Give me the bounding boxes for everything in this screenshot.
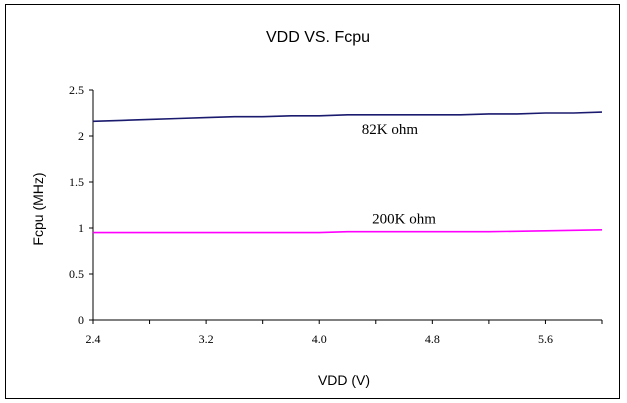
x-tick-label: 4.0 xyxy=(312,332,327,346)
y-tick-label: 0 xyxy=(78,313,84,327)
series-label-1: 82K ohm xyxy=(362,122,419,138)
y-tick-label: 1 xyxy=(78,221,84,235)
x-tick-label: 3.2 xyxy=(199,332,214,346)
chart-title: VDD VS. Fcpu xyxy=(266,29,370,46)
x-tick-label: 4.8 xyxy=(425,332,440,346)
chart-frame: VDD VS. Fcpu 0 0.5 1 1.5 2 2.5 2.4 3.2 4.0 4.8 5.6… xyxy=(5,4,620,399)
y-tick-label: 2 xyxy=(78,129,84,143)
y-axis-title: Fcpu (MHz) xyxy=(30,172,46,245)
y-tick-label: 0.5 xyxy=(69,267,84,281)
axis-ticks: 0 0.5 1 1.5 2 2.5 2.4 3.2 4.0 4.8 5.6 xyxy=(69,83,603,346)
y-tick-label: 1.5 xyxy=(69,175,84,189)
series-line-2 xyxy=(93,229,603,234)
plot-axes xyxy=(92,90,602,321)
x-axis-title: VDD (V) xyxy=(318,372,370,388)
series-label-2: 200K ohm xyxy=(372,211,436,227)
series-line-1 xyxy=(92,111,603,123)
series-labels: 82K ohm 200K ohm xyxy=(362,122,436,227)
series-lines xyxy=(92,111,603,234)
y-tick-label: 2.5 xyxy=(69,83,84,97)
x-tick-label: 5.6 xyxy=(538,332,553,346)
chart-svg: VDD VS. Fcpu 0 0.5 1 1.5 2 2.5 2.4 3.2 4.0 4.8 5.6… xyxy=(30,29,603,388)
x-tick-label: 2.4 xyxy=(86,332,101,346)
